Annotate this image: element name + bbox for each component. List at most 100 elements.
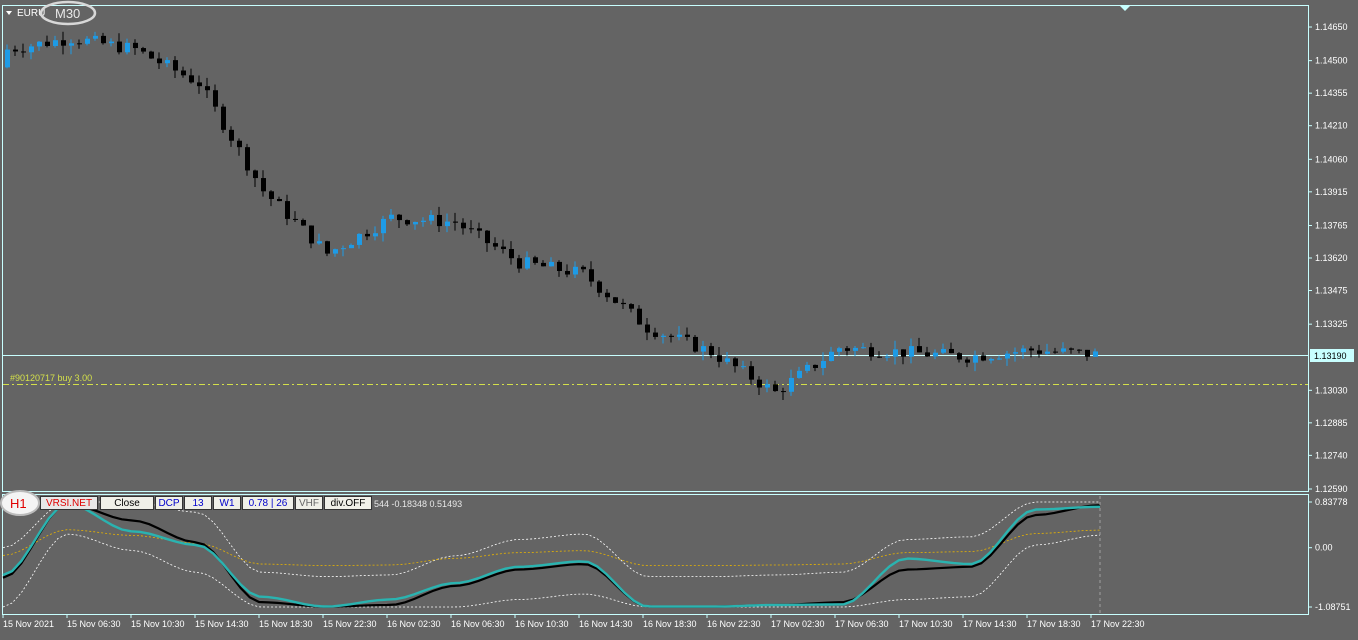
candle-body xyxy=(805,364,810,371)
candle-body xyxy=(341,248,346,250)
candle-body xyxy=(837,348,842,352)
price-tick-label: 1.13325 xyxy=(1315,319,1348,329)
time-tick-label: 17 Nov 06:30 xyxy=(835,619,889,629)
candle-body xyxy=(1005,353,1010,359)
candle-body xyxy=(645,324,650,333)
price-tick-label: 1.12885 xyxy=(1315,418,1348,428)
candle-body xyxy=(821,360,826,368)
candle-body xyxy=(325,241,330,254)
candle-body xyxy=(701,346,706,352)
candle-body xyxy=(997,358,1002,360)
candle-body xyxy=(789,377,794,392)
candle-body xyxy=(429,214,434,221)
price-axis: 1.14650 1.14500 1.14355 1.14210 1.14060 1.139… xyxy=(1308,22,1351,612)
price-source-button[interactable]: Close xyxy=(100,496,154,510)
time-tick-label: 17 Nov 14:30 xyxy=(963,619,1017,629)
chart-shift-marker-icon[interactable] xyxy=(1120,6,1130,11)
candle-body xyxy=(357,233,362,245)
time-tick-label: 16 Nov 10:30 xyxy=(515,619,569,629)
candle-body xyxy=(845,348,850,351)
candle-body xyxy=(365,233,370,237)
indicator-tick-label: 0.83778 xyxy=(1315,497,1348,507)
candle-body xyxy=(21,51,26,53)
candle-body xyxy=(949,348,954,354)
candle-body xyxy=(669,335,674,337)
candle-body xyxy=(933,352,938,357)
band-params-button[interactable]: 0.78 | 26 xyxy=(242,496,294,510)
candle-body xyxy=(685,334,690,337)
vrsi-main-line xyxy=(2,502,1101,608)
candle-body xyxy=(101,35,106,44)
candle-body xyxy=(133,42,138,49)
candle-body xyxy=(1077,349,1082,351)
timeframe-badge[interactable]: M30 xyxy=(55,6,80,21)
candle-body xyxy=(413,221,418,225)
period-button[interactable]: 13 xyxy=(184,496,212,510)
candle-body xyxy=(333,249,338,254)
timeframe-badge-ring xyxy=(39,0,97,26)
candle-body xyxy=(853,347,858,351)
candle-body xyxy=(989,358,994,361)
time-tick-label: 17 Nov 02:30 xyxy=(771,619,825,629)
candle-body xyxy=(165,60,170,64)
candle-body xyxy=(461,222,466,229)
candle-body xyxy=(1085,349,1090,357)
candle-body xyxy=(109,41,114,44)
indicator-timeframe-badge[interactable]: H1 xyxy=(10,496,27,511)
candle-body xyxy=(901,349,906,357)
candle-body xyxy=(77,43,82,45)
price-tick-label: 1.14060 xyxy=(1315,154,1348,164)
indicator-name-button[interactable]: VRSI.NET xyxy=(40,496,98,510)
price-tick-label: 1.14355 xyxy=(1315,88,1348,98)
candle-body xyxy=(733,358,738,367)
candle-body xyxy=(957,353,962,360)
vhf-button[interactable]: VHF xyxy=(295,496,323,510)
candle-body xyxy=(573,266,578,275)
candle-body xyxy=(869,347,874,357)
candle-body xyxy=(661,335,666,337)
symbol-label: EURU xyxy=(17,8,45,19)
candle-body xyxy=(829,351,834,361)
mid-band-line xyxy=(2,529,1101,566)
candle-body xyxy=(181,70,186,76)
indicator-tick-label: -1.08751 xyxy=(1315,602,1351,612)
candle-body xyxy=(893,349,898,357)
price-tick-label: 1.14210 xyxy=(1315,121,1348,131)
mode-button[interactable]: DCP xyxy=(155,496,183,510)
symbol-menu-icon[interactable] xyxy=(6,11,12,15)
time-tick-label: 15 Nov 14:30 xyxy=(195,619,249,629)
candle-body xyxy=(13,49,18,52)
indicator-tick-label: 0.00 xyxy=(1315,543,1333,553)
time-tick-label: 15 Nov 10:30 xyxy=(131,619,185,629)
price-tick-label: 1.13620 xyxy=(1315,253,1348,263)
candle-body xyxy=(485,230,490,244)
candle-body xyxy=(709,346,714,356)
candle-body xyxy=(69,43,74,46)
candle-body xyxy=(565,270,570,275)
candle-body xyxy=(781,391,786,393)
candle-body xyxy=(1037,350,1042,354)
vrsi-signal-line xyxy=(2,502,1101,608)
candle-body xyxy=(693,336,698,352)
weight-button[interactable]: W1 xyxy=(213,496,241,510)
candle-body xyxy=(605,292,610,298)
time-tick-label: 17 Nov 18:30 xyxy=(1027,619,1081,629)
candle-body xyxy=(245,147,250,171)
time-tick-label: 16 Nov 18:30 xyxy=(643,619,697,629)
candle-body xyxy=(261,178,266,192)
candle-body xyxy=(421,220,426,222)
candle-body xyxy=(229,129,234,141)
candle-body xyxy=(533,257,538,263)
candle-body xyxy=(453,221,458,223)
candle-body xyxy=(861,347,866,349)
candle-body xyxy=(269,191,274,199)
candle-body xyxy=(917,346,922,353)
time-tick-label: 15 Nov 18:30 xyxy=(259,619,313,629)
divergence-button[interactable]: div.OFF xyxy=(324,496,372,510)
candle-body xyxy=(277,198,282,202)
candle-body xyxy=(157,58,162,64)
candle-body xyxy=(717,355,722,362)
candle-body xyxy=(317,241,322,244)
